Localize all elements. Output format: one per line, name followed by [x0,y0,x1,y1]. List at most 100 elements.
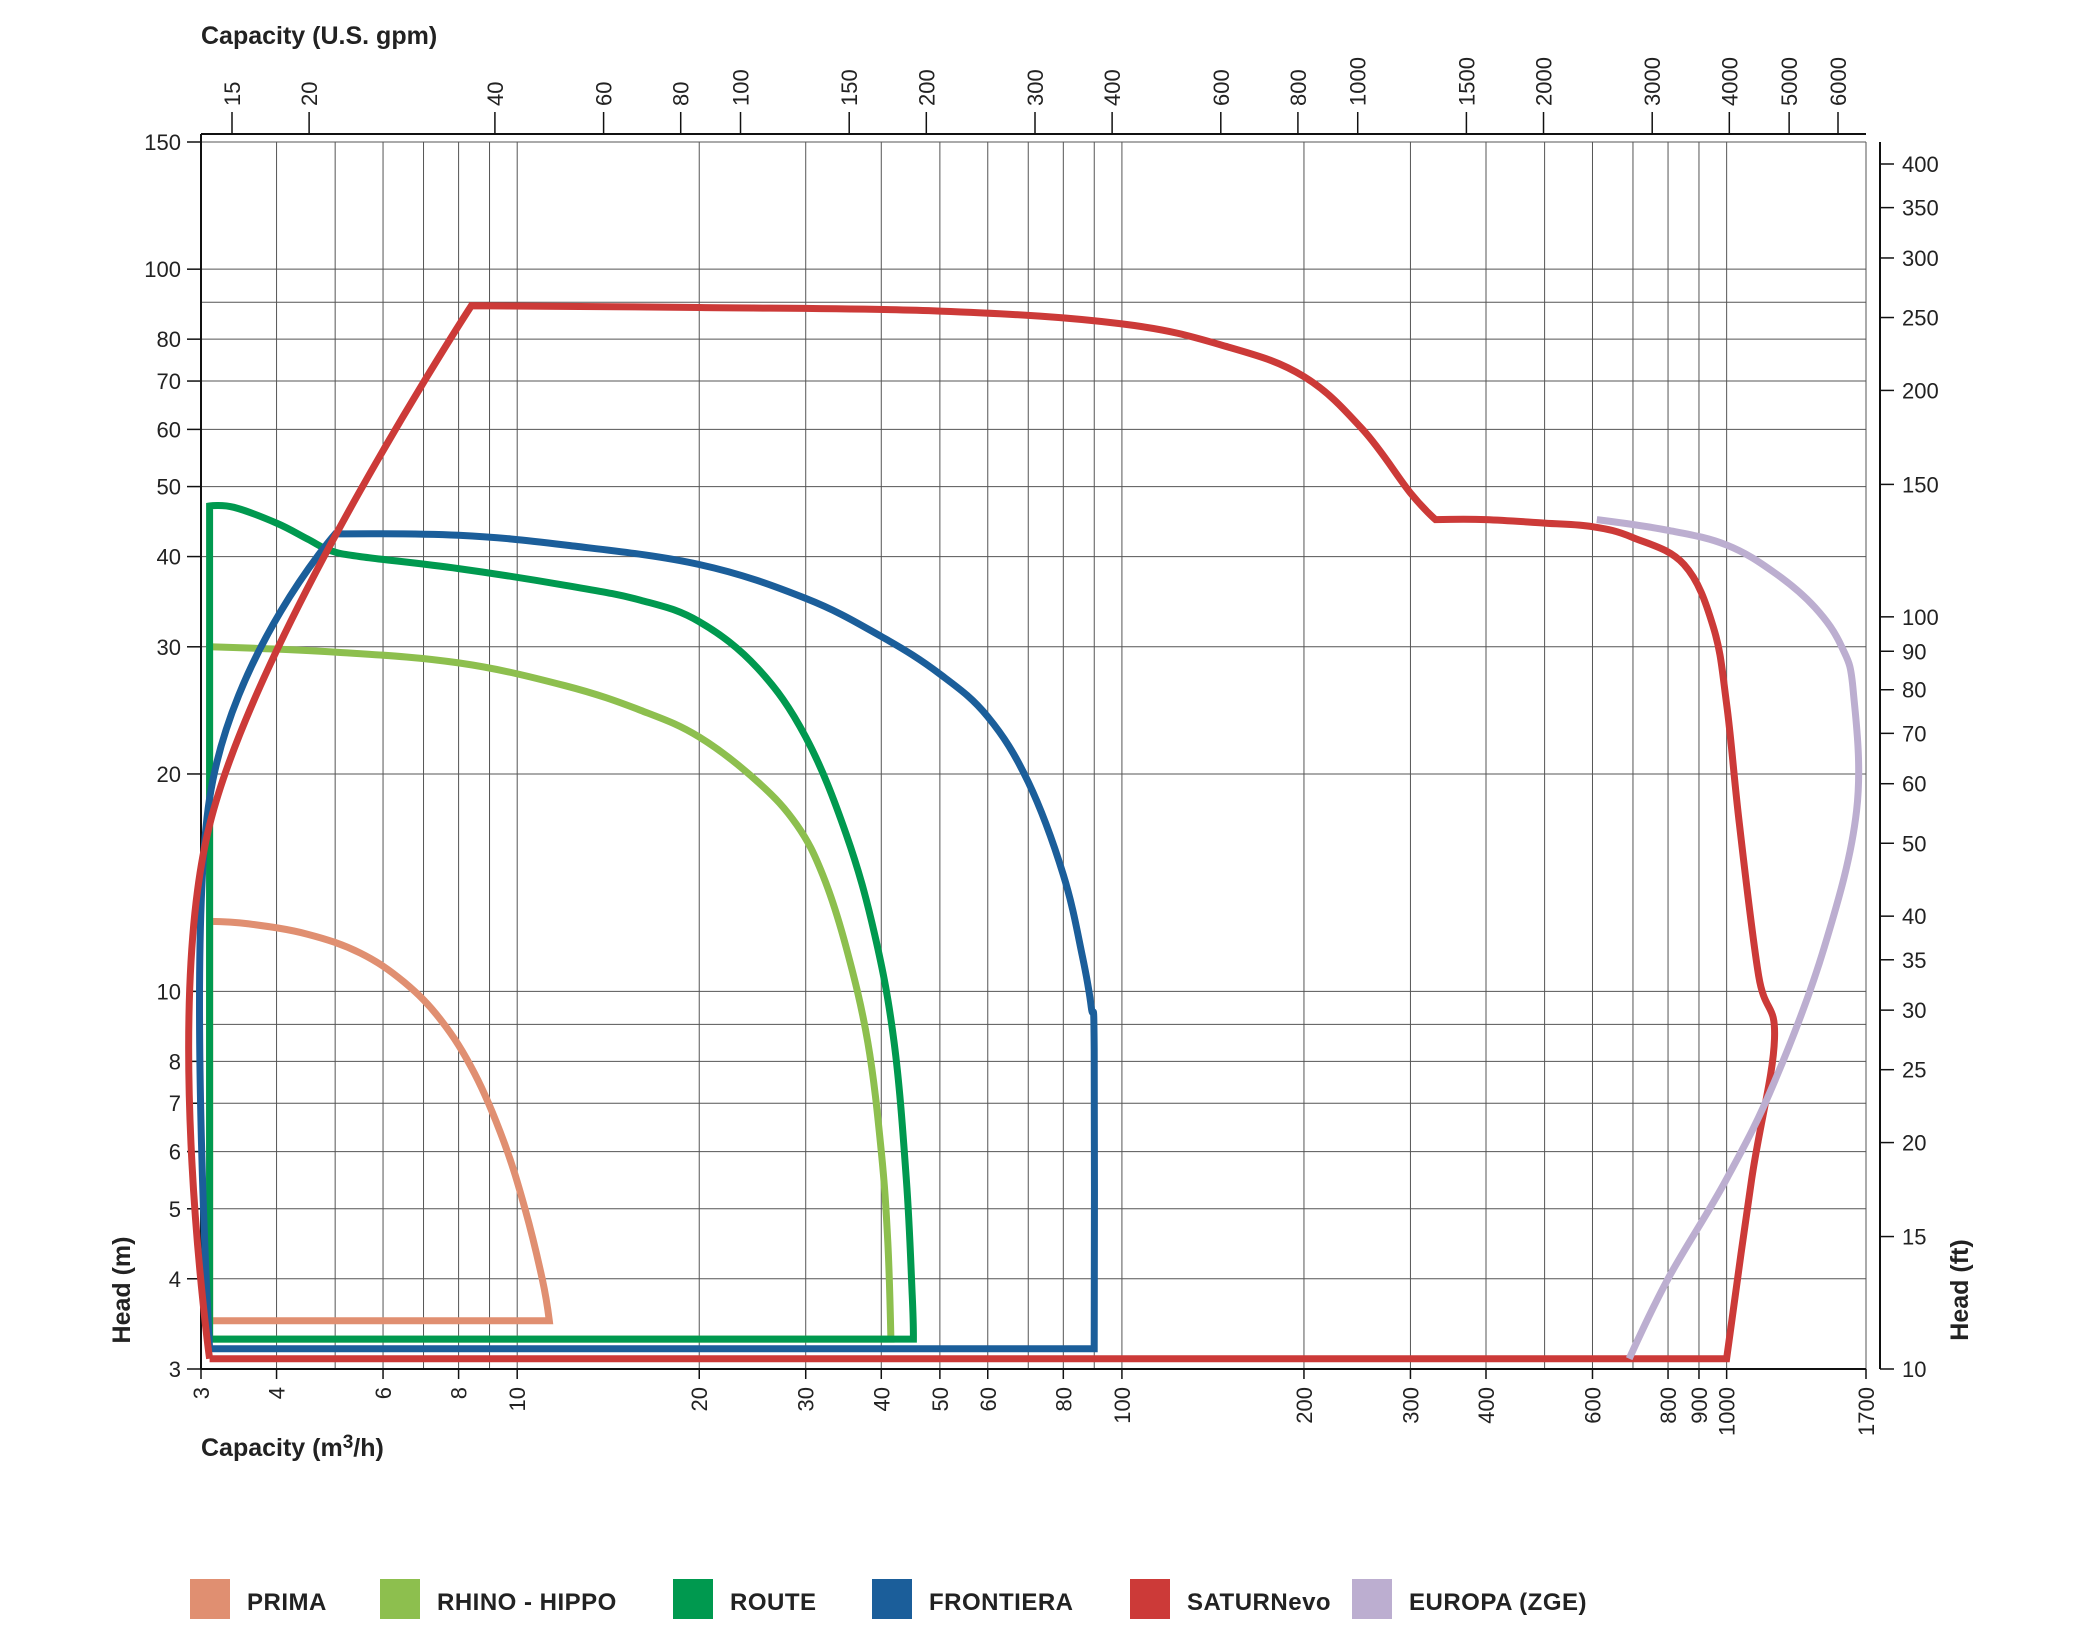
y-right-tick-label: 30 [1902,998,1926,1023]
x-bottom-tick-label: 6 [371,1387,396,1399]
y-left-tick-label: 40 [157,545,181,570]
legend-label: ROUTE [730,1589,817,1616]
y-right-tick-label: 35 [1902,948,1926,973]
x-top-tick-label: 150 [837,69,862,106]
x-top-tick-label: 300 [1023,69,1048,106]
series-line-saturnevo [185,302,1779,1363]
y-left-tick-label: 30 [157,635,181,660]
x-top-tick-label: 40 [483,82,508,106]
x-axis-title-prefix: Capacity (m [201,1434,343,1462]
series-line-route [206,501,917,1343]
series-line-frontiera [196,530,1098,1353]
x-top-tick-label: 4000 [1717,57,1742,106]
x-bottom-tick-label: 30 [794,1387,819,1411]
x-bottom-tick-label: 20 [687,1387,712,1411]
y-left-tick-label: 4 [169,1267,181,1292]
legend-swatch [380,1579,420,1619]
series-line-europa-zge- [1596,516,1863,1361]
legend-swatch [872,1579,912,1619]
y-right-tick-label: 20 [1902,1131,1926,1156]
y-right-tick-label: 25 [1902,1058,1926,1083]
y-right-tick-label: 15 [1902,1225,1926,1250]
x-top-tick-label: 100 [729,69,754,106]
x-top-tick-label: 1000 [1346,57,1371,106]
x-top-tick-label: 2000 [1532,57,1557,106]
legend-label: SATURNevo [1187,1589,1331,1616]
y-left-tick-label: 60 [157,417,181,442]
y-left-tick-label: 100 [144,257,181,282]
y-left-tick-label: 5 [169,1197,181,1222]
x-bottom-tick-label: 10 [505,1387,530,1411]
x-bottom-tick-label: 3 [189,1387,214,1399]
y-right-tick-label: 400 [1902,152,1939,177]
legend: PRIMA RHINO - HIPPO ROUTE FRONTIERA SATURNev… [190,1579,1587,1619]
y-right-tick-label: 100 [1902,605,1939,630]
y-right-tick-label: 150 [1902,472,1939,497]
top-axis-title: Capacity (U.S. gpm) [201,22,437,50]
x-top-tick-label: 5000 [1777,57,1802,106]
x-bottom-tick-label: 600 [1580,1387,1605,1424]
x-top-tick-label: 15 [220,82,245,106]
axes: 3456781020304050607080100150101520253035… [144,57,1938,1436]
x-bottom-tick-label: 8 [447,1387,472,1399]
y-right-tick-label: 300 [1902,246,1939,271]
y-left-tick-label: 70 [157,369,181,394]
y-axis-right-title: Head (ft) [1946,1239,1974,1340]
y-left-tick-label: 50 [157,475,181,500]
grid-lines [200,141,1867,1370]
x-top-tick-label: 6000 [1826,57,1851,106]
legend-label: RHINO - HIPPO [437,1589,617,1616]
x-bottom-tick-label: 400 [1474,1387,1499,1424]
x-bottom-tick-label: 300 [1398,1387,1423,1424]
y-right-tick-label: 250 [1902,306,1939,331]
x-bottom-tick-label: 1700 [1854,1387,1879,1436]
x-bottom-tick-label: 800 [1656,1387,1681,1424]
y-left-tick-label: 6 [169,1140,181,1165]
series-line-rhino-hippo [206,643,895,1343]
y-left-tick-label: 3 [169,1357,181,1382]
legend-label: EUROPA (ZGE) [1409,1589,1587,1616]
x-bottom-tick-label: 100 [1110,1387,1135,1424]
x-bottom-tick-label: 40 [869,1387,894,1411]
x-axis-title-suffix: /h) [353,1434,384,1462]
y-left-tick-label: 10 [157,979,181,1004]
x-bottom-tick-label: 200 [1292,1387,1317,1424]
legend-swatch [1352,1579,1392,1619]
legend-swatch [190,1579,230,1619]
x-bottom-tick-label: 80 [1051,1387,1076,1411]
x-top-tick-label: 600 [1209,69,1234,106]
x-bottom-tick-label: 60 [976,1387,1001,1411]
x-bottom-tick-label: 1000 [1715,1387,1740,1436]
legend-swatch [1130,1579,1170,1619]
x-top-tick-label: 20 [297,82,322,106]
legend-swatch [673,1579,713,1619]
y-left-tick-label: 80 [157,327,181,352]
x-top-tick-label: 400 [1100,69,1125,106]
y-axis-left-title: Head (m) [108,1237,136,1344]
x-axis-title-sup: 3 [343,1432,354,1453]
y-right-tick-label: 80 [1902,678,1926,703]
legend-label: PRIMA [247,1589,327,1616]
x-top-tick-label: 60 [592,82,617,106]
y-left-tick-label: 20 [157,762,181,787]
x-top-tick-label: 800 [1286,69,1311,106]
y-left-tick-label: 7 [169,1091,181,1116]
series-line-prima [206,917,554,1325]
y-left-tick-label: 150 [144,130,181,155]
x-top-tick-label: 200 [914,69,939,106]
y-right-tick-label: 40 [1902,904,1926,929]
x-top-tick-label: 80 [669,82,694,106]
y-right-tick-label: 90 [1902,639,1926,664]
y-right-tick-label: 350 [1902,196,1939,221]
x-bottom-tick-label: 50 [928,1387,953,1411]
x-top-tick-label: 1500 [1454,57,1479,106]
x-bottom-tick-label: 900 [1687,1387,1712,1424]
y-right-tick-label: 70 [1902,721,1926,746]
series-lines [185,302,1863,1363]
y-right-tick-label: 10 [1902,1357,1926,1382]
y-right-tick-label: 60 [1902,772,1926,797]
x-bottom-tick-label: 4 [265,1387,290,1399]
x-top-tick-label: 3000 [1640,57,1665,106]
